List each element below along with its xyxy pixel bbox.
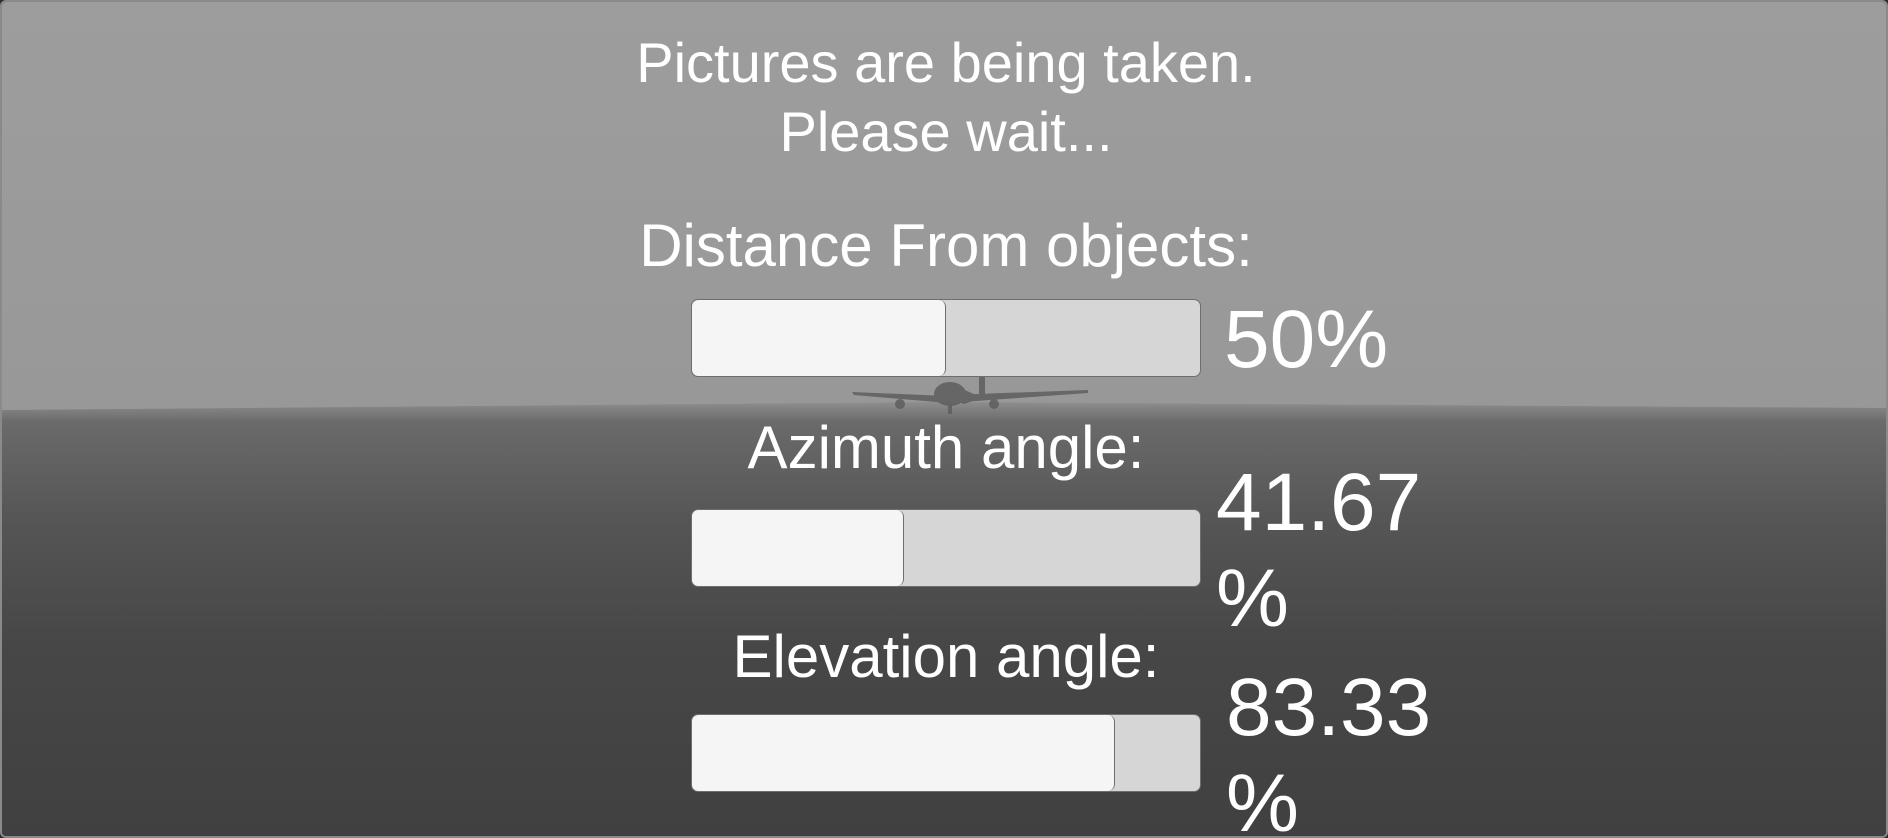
distance-progress-fill bbox=[692, 300, 946, 376]
distance-percent-value: 50% bbox=[1224, 294, 1389, 385]
status-message-line-2: Please wait... bbox=[779, 100, 1113, 163]
distance-label: Distance From objects: bbox=[639, 212, 1253, 279]
distance-progress-bar bbox=[691, 299, 1201, 377]
elevation-progress-bar bbox=[691, 714, 1201, 792]
azimuth-label: Azimuth angle: bbox=[747, 414, 1145, 481]
elevation-progress-fill bbox=[692, 715, 1116, 791]
elevation-percent-value: 83.33 % bbox=[1226, 662, 1432, 838]
azimuth-progress-bar bbox=[691, 509, 1201, 587]
status-message-line-1: Pictures are being taken. bbox=[636, 31, 1256, 94]
elevation-label: Elevation angle: bbox=[732, 623, 1160, 690]
airplane-icon bbox=[852, 376, 1088, 414]
azimuth-percent-value: 41.67 % bbox=[1216, 457, 1422, 644]
azimuth-progress-fill bbox=[692, 510, 904, 586]
